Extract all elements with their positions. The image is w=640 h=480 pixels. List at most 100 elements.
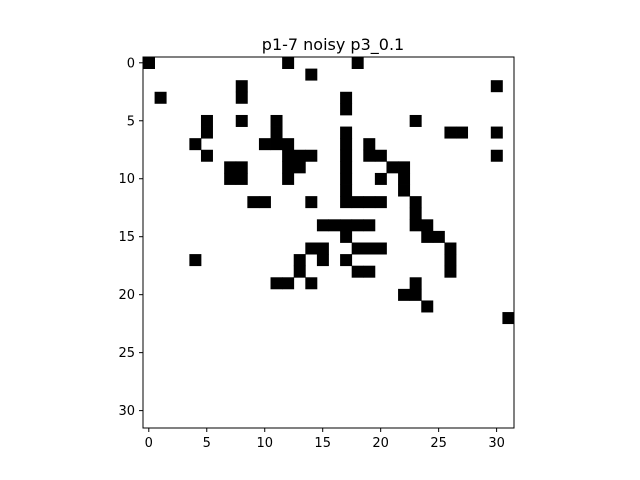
heatmap-cell — [421, 300, 434, 313]
x-tick-label: 20 — [372, 436, 389, 451]
heatmap-cell — [270, 138, 283, 151]
heatmap-cell — [235, 172, 248, 185]
heatmap-cell — [409, 207, 422, 220]
heatmap-cell — [340, 184, 353, 197]
heatmap-cell — [374, 242, 387, 255]
heatmap-cell — [270, 277, 283, 290]
heatmap-cell — [351, 265, 364, 278]
chart-title: p1-7 noisy p3_0.1 — [262, 35, 404, 55]
heatmap-cell — [432, 230, 445, 243]
heatmap-cell — [421, 230, 434, 243]
heatmap-cell — [282, 172, 295, 185]
heatmap-cell — [386, 161, 399, 174]
heatmap-cell — [235, 80, 248, 93]
heatmap-cell — [374, 196, 387, 209]
y-tick-label: 5 — [127, 114, 135, 129]
heatmap-cell — [409, 196, 422, 209]
heatmap-cell — [490, 80, 503, 93]
heatmap-cell — [340, 172, 353, 185]
heatmap-cell — [189, 138, 202, 151]
heatmap-cell — [282, 149, 295, 162]
heatmap-cell — [363, 265, 376, 278]
heatmap-cell — [363, 219, 376, 232]
heatmap-cell — [305, 242, 318, 255]
y-tick-label: 30 — [118, 404, 135, 419]
y-tick-label: 20 — [118, 288, 135, 303]
heatmap-cell — [340, 254, 353, 267]
heatmap-cell — [340, 138, 353, 151]
heatmap-cell — [270, 126, 283, 139]
x-axis: 0 5 10 15 20 25 30 — [145, 428, 505, 451]
x-tick-label: 0 — [145, 436, 153, 451]
heatmap-cell — [305, 68, 318, 81]
heatmap-cell — [258, 138, 271, 151]
heatmap-cell — [374, 172, 387, 185]
heatmap-cell — [293, 265, 306, 278]
heatmap-cell — [270, 114, 283, 127]
x-tick-label: 10 — [256, 436, 273, 451]
heatmap-cell — [340, 196, 353, 209]
heatmap-cell — [490, 149, 503, 162]
heatmap-cell — [200, 126, 213, 139]
heatmap-cell — [282, 161, 295, 174]
heatmap-cell — [258, 196, 271, 209]
heatmap-cell — [444, 126, 457, 139]
heatmap-cell — [224, 172, 237, 185]
heatmap-cell — [398, 161, 411, 174]
heatmap-cell — [502, 312, 515, 325]
heatmap-cell — [363, 138, 376, 151]
x-tick-label: 30 — [488, 436, 505, 451]
heatmap-cell — [293, 254, 306, 267]
y-tick-label: 10 — [118, 172, 135, 187]
heatmap-cell — [340, 103, 353, 116]
heatmap-cell — [351, 242, 364, 255]
heatmap-cell — [235, 114, 248, 127]
heatmap-cell — [305, 149, 318, 162]
heatmap-cell — [340, 219, 353, 232]
heatmap-cell — [456, 126, 469, 139]
heatmap-cell — [444, 265, 457, 278]
heatmap-cells — [143, 57, 515, 325]
heatmap-cell — [351, 219, 364, 232]
x-tick-label: 25 — [430, 436, 447, 451]
y-axis: 0 5 10 15 20 25 30 — [118, 56, 143, 419]
heatmap-cell — [282, 277, 295, 290]
heatmap-cell — [154, 91, 167, 104]
heatmap-cell — [444, 254, 457, 267]
heatmap-cell — [282, 138, 295, 151]
heatmap-cell — [143, 57, 155, 69]
heatmap-cell — [305, 196, 318, 209]
heatmap-cell — [189, 254, 202, 267]
heatmap-cell — [374, 149, 387, 162]
y-tick-label: 0 — [127, 56, 135, 71]
heatmap-cell — [409, 114, 422, 127]
heatmap-cell — [224, 161, 237, 174]
heatmap-cell — [398, 172, 411, 185]
heatmap-cell — [363, 242, 376, 255]
y-tick-label: 15 — [118, 230, 135, 245]
heatmap-cell — [316, 242, 329, 255]
heatmap-cell — [340, 161, 353, 174]
heatmap-cell — [340, 126, 353, 139]
heatmap-cell — [363, 149, 376, 162]
heatmap-cell — [490, 126, 503, 139]
heatmap-cell — [328, 219, 341, 232]
heatmap-cell — [444, 242, 457, 255]
heatmap-cell — [409, 219, 422, 232]
heatmap-cell — [235, 161, 248, 174]
plot-frame — [142, 56, 515, 429]
heatmap-cell — [235, 91, 248, 104]
heatmap-cell — [409, 288, 422, 301]
heatmap-cell — [316, 219, 329, 232]
heatmap-cell — [293, 149, 306, 162]
heatmap-cell — [398, 288, 411, 301]
heatmap-cell — [282, 57, 295, 69]
heatmap-cell — [340, 230, 353, 243]
y-tick-label: 25 — [118, 346, 135, 361]
heatmap-cell — [200, 114, 213, 127]
heatmap-cell — [421, 219, 434, 232]
heatmap-cell — [340, 149, 353, 162]
x-tick-label: 15 — [314, 436, 331, 451]
heatmap-cell — [247, 196, 260, 209]
